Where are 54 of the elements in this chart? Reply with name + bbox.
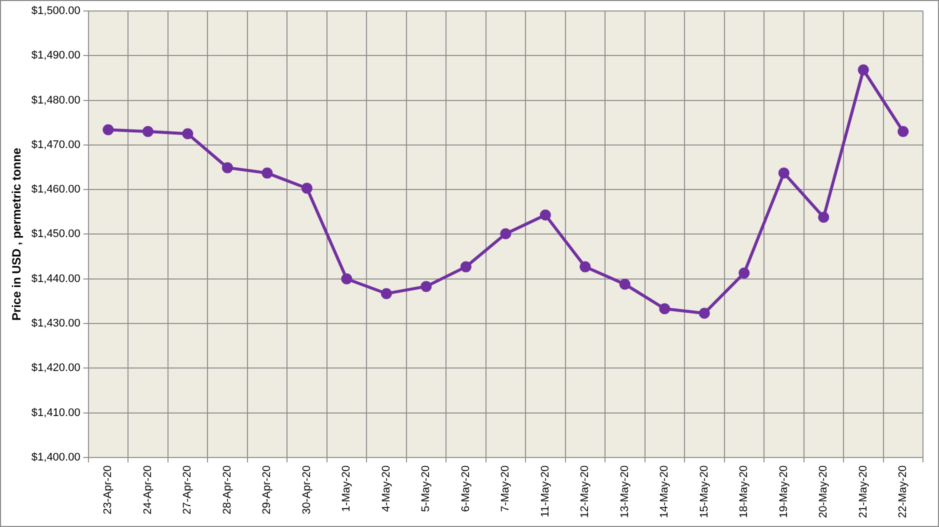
y-axis-title: Price in USD , permetric tonne	[10, 148, 24, 321]
point	[182, 128, 194, 140]
point	[778, 168, 790, 179]
x-tick-label: 29-Apr-20	[261, 465, 274, 514]
point	[500, 228, 512, 240]
point	[341, 273, 352, 284]
point	[818, 212, 830, 223]
y-tick-label: $1,440.00	[31, 272, 80, 285]
x-tick-label: 1-May-20	[340, 465, 353, 512]
y-tick-label: $1,400.00	[31, 451, 80, 464]
y-tick-label: $1,500.00	[31, 5, 80, 18]
point	[301, 182, 312, 194]
point	[460, 261, 472, 272]
x-tick-label: 4-May-20	[380, 465, 392, 512]
point	[738, 268, 750, 279]
y-tick-label: $1,450.00	[31, 228, 80, 240]
point	[102, 124, 114, 136]
point	[420, 280, 432, 292]
x-tick-label: 22-May-20	[897, 465, 910, 518]
x-tick-label: 14-May-20	[658, 465, 671, 518]
x-tick-label: 13-May-20	[618, 465, 631, 518]
y-tick-label: $1,490.00	[31, 50, 80, 62]
x-tick-label: 27-Apr-20	[182, 465, 194, 514]
point	[222, 162, 233, 174]
x-tick-label: 30-Apr-20	[300, 465, 313, 514]
point	[698, 308, 710, 319]
point	[619, 278, 630, 290]
point	[858, 64, 869, 76]
point	[540, 210, 551, 221]
x-tick-label: 19-May-20	[778, 465, 790, 518]
point	[262, 168, 273, 179]
y-tick-label: $1,420.00	[31, 362, 80, 374]
x-tick-label: 12-May-20	[579, 465, 592, 518]
x-tick-label: 5-May-20	[420, 465, 432, 512]
x-tick-label: 21-May-20	[857, 465, 870, 518]
x-tick-label: 23-Apr-20	[102, 465, 114, 514]
point	[580, 261, 591, 272]
x-tick-label: 18-May-20	[738, 465, 750, 518]
y-tick-label: $1,470.00	[31, 138, 80, 151]
y-tick-label: $1,480.00	[31, 94, 80, 106]
point	[659, 303, 670, 314]
x-tick-label: 6-May-20	[460, 465, 472, 512]
x-tick-label: 28-Apr-20	[221, 465, 234, 514]
x-tick-label: 20-May-20	[818, 465, 830, 518]
x-tick-label: 15-May-20	[698, 465, 710, 518]
x-tick-label: 7-May-20	[500, 465, 512, 512]
point	[898, 126, 909, 138]
point	[142, 126, 154, 138]
y-tick-label: $1,410.00	[31, 406, 80, 419]
y-tick-label: $1,460.00	[31, 184, 80, 196]
x-tick-label: 11-May-20	[539, 465, 552, 518]
x-tick-label: 24-Apr-20	[142, 465, 154, 514]
point	[380, 288, 392, 300]
y-tick-label: $1,430.00	[31, 318, 80, 330]
